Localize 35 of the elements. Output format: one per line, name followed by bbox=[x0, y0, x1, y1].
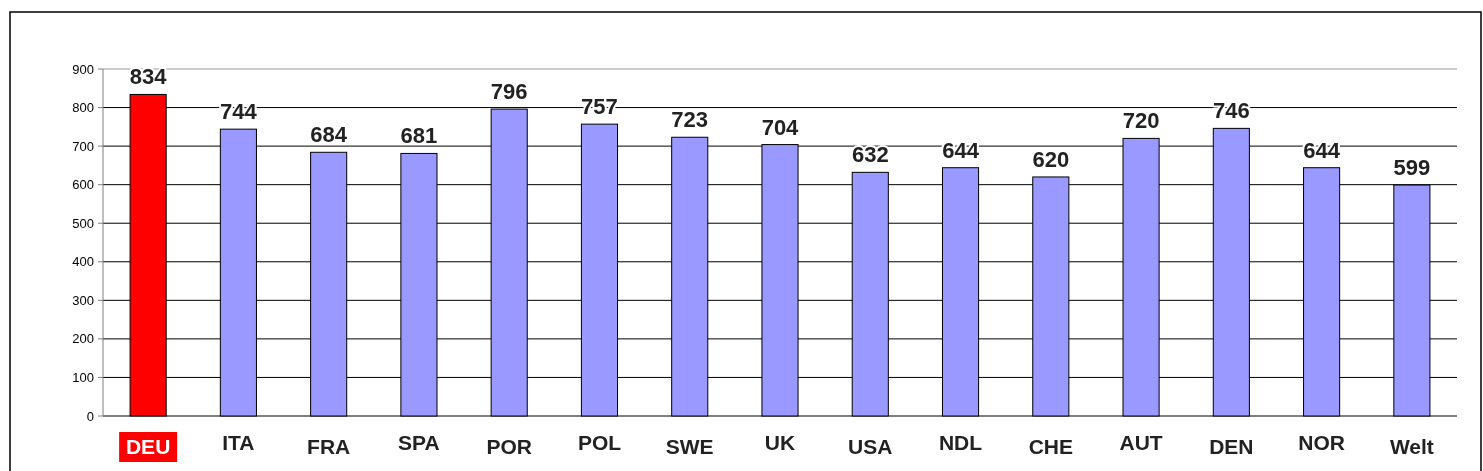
x-tick-label: UK bbox=[764, 431, 796, 454]
x-tick-label: USA bbox=[848, 435, 893, 458]
data-label: 632 bbox=[851, 142, 889, 168]
x-tick-label: NOR bbox=[1298, 431, 1345, 454]
x-tick-label: ITA bbox=[222, 431, 255, 454]
y-tick-label: 600 bbox=[72, 177, 94, 193]
x-tick-label: Welt bbox=[1389, 435, 1434, 458]
x-tick-label: SPA bbox=[398, 431, 440, 454]
data-label: 684 bbox=[310, 122, 348, 148]
data-label: 620 bbox=[1032, 146, 1070, 172]
y-tick-label: 900 bbox=[72, 61, 94, 77]
x-tick-label: DEU bbox=[125, 435, 171, 458]
data-label: 681 bbox=[400, 123, 438, 149]
x-tick-label: NDL bbox=[938, 431, 983, 454]
x-tick-label: CHE bbox=[1028, 435, 1073, 458]
x-tick-label: AUT bbox=[1119, 431, 1163, 454]
x-tick-label: POR bbox=[486, 435, 532, 458]
y-tick-label: 500 bbox=[72, 215, 94, 231]
y-tick-label: 200 bbox=[72, 331, 94, 347]
y-tick-label: 0 bbox=[86, 408, 94, 424]
data-label: 704 bbox=[761, 114, 800, 140]
y-tick-label: 100 bbox=[72, 369, 94, 385]
data-label: 723 bbox=[671, 107, 709, 133]
x-tick-label: FRA bbox=[307, 435, 351, 458]
y-tick-label: 800 bbox=[72, 100, 94, 116]
x-tick-label: DEN bbox=[1209, 435, 1254, 458]
y-tick-label: 300 bbox=[72, 292, 94, 308]
data-label: 720 bbox=[1122, 108, 1160, 134]
data-label: 599 bbox=[1393, 155, 1431, 181]
x-tick-label: SWE bbox=[665, 435, 714, 458]
data-label: 796 bbox=[490, 79, 528, 105]
y-tick-label: 400 bbox=[72, 254, 94, 270]
x-tick-label: POL bbox=[577, 431, 622, 454]
data-label: 834 bbox=[129, 64, 168, 90]
y-tick-label: 700 bbox=[72, 138, 94, 154]
